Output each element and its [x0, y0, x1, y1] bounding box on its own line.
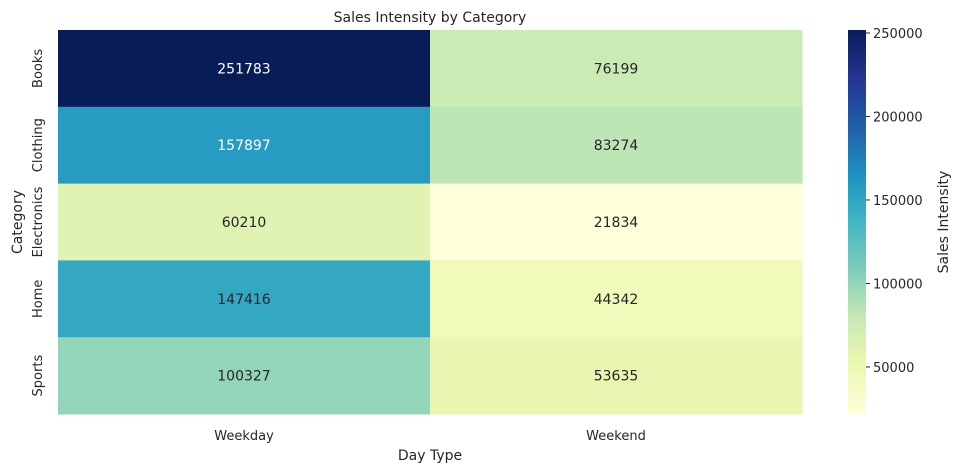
heatmap-cell [430, 183, 803, 261]
y-tick-label: Sports [31, 355, 46, 397]
colorbar-label: Sales Intensity [936, 171, 952, 274]
heatmap-cell [58, 337, 431, 415]
x-tick-labels: Weekday Weekend [214, 429, 646, 444]
cell-value-label: 44342 [594, 292, 639, 308]
heatmap-cell [430, 337, 803, 415]
cell-value-label: 147416 [217, 292, 271, 308]
heatmap-cell [430, 260, 803, 338]
heatmap-cell [430, 30, 803, 108]
heatmap-cells: 251783 76199 157897 83274 60210 21834 147416 44… [58, 30, 803, 415]
cell-value-label: 251783 [217, 61, 270, 77]
y-tick-labels: Books Clothing Electronics Home Sports [31, 49, 46, 397]
colorbar-tick-label: 250000 [873, 27, 923, 42]
y-tick-label: Home [31, 280, 46, 318]
colorbar-tick-label: 200000 [873, 110, 923, 125]
cell-value-label: 21834 [594, 215, 639, 231]
heatmap-cell [58, 260, 431, 338]
colorbar-tick-label: 150000 [873, 194, 923, 209]
y-axis-label: Category [10, 190, 26, 254]
chart-title: Sales Intensity by Category [334, 10, 527, 26]
y-tick-label: Books [31, 49, 46, 88]
cell-value-label: 53635 [594, 369, 639, 385]
heatmap-cell [58, 30, 431, 108]
colorbar-gradient [848, 30, 866, 414]
cell-value-label: 157897 [217, 138, 270, 154]
y-tick-label: Electronics [31, 186, 46, 257]
colorbar: 50000 100000 150000 200000 250000 [848, 27, 923, 414]
x-tick-label: Weekend [586, 429, 646, 444]
heatmap-cell [58, 106, 431, 185]
colorbar-tick-label: 50000 [873, 361, 914, 376]
cell-value-label: 83274 [594, 138, 639, 154]
heatmap-cell [430, 106, 803, 185]
x-axis-label: Day Type [398, 448, 462, 464]
x-tick-label: Weekday [214, 429, 274, 444]
colorbar-tick-label: 100000 [873, 277, 923, 292]
cell-value-label: 100327 [217, 369, 270, 385]
cell-value-label: 76199 [594, 61, 639, 77]
cell-value-label: 60210 [222, 215, 267, 231]
heatmap-cell [58, 183, 431, 261]
y-tick-label: Clothing [31, 118, 46, 172]
